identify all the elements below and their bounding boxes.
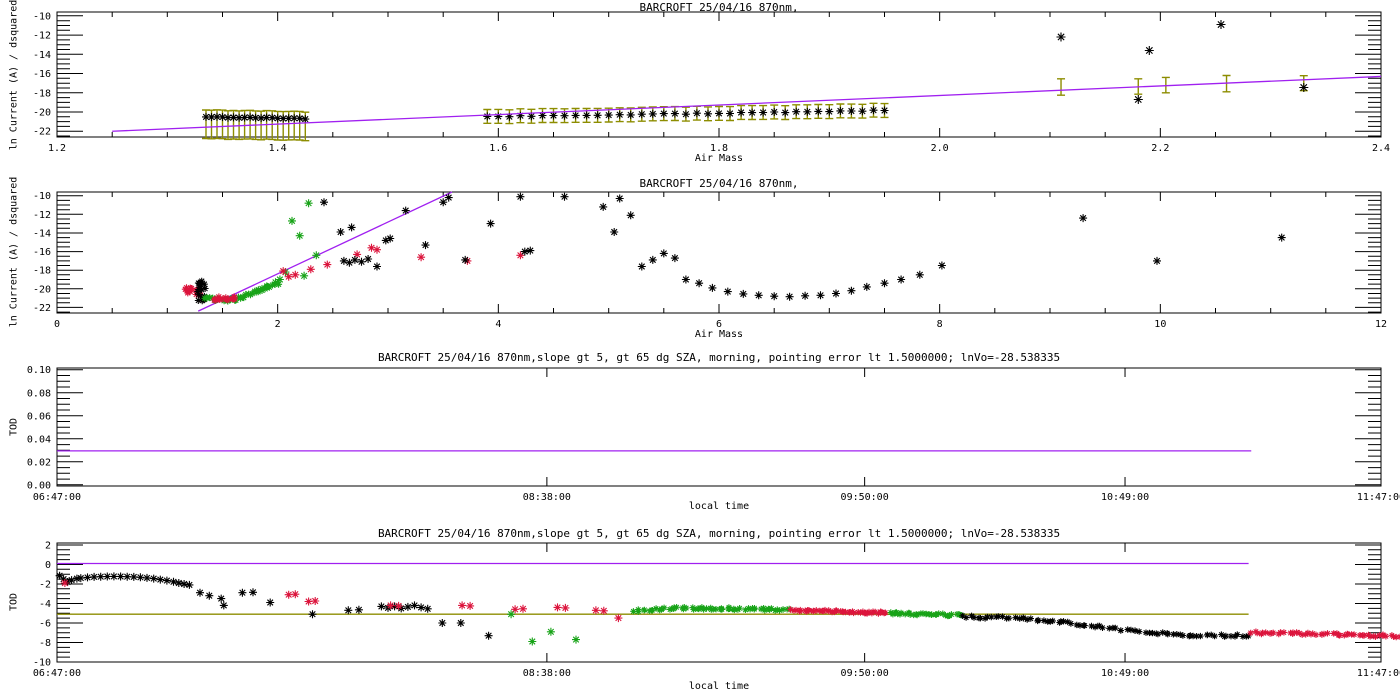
y-tick-label: 0.02 <box>27 457 51 468</box>
axis-ticks <box>56 192 1382 313</box>
x-tick-label: 6 <box>716 319 722 330</box>
y-tick-label: -8 <box>39 638 51 649</box>
green-tod-outliers <box>507 610 580 646</box>
x-tick-label: 1.6 <box>489 143 507 154</box>
x-tick-label: 09:50:00 <box>841 668 889 679</box>
panel4-xaxis-label: local time <box>688 681 750 692</box>
x-tick-label: 2.4 <box>1372 143 1390 154</box>
plot-frame <box>56 367 1382 487</box>
y-tick-label: 2 <box>45 540 51 551</box>
measured-cluster-low-airmass <box>202 112 310 124</box>
outlier-points <box>1056 20 1309 104</box>
axis-ticks <box>56 543 1382 663</box>
y-tick-label: -14 <box>33 228 51 239</box>
panel3-title: BARCROFT 25/04/16 870nm,slope gt 5, gt 6… <box>377 351 1061 364</box>
x-tick-label: 11:47:00 <box>1357 668 1400 679</box>
x-tick-label: 1.4 <box>269 143 287 154</box>
green-dense-band-1 <box>630 604 793 615</box>
x-tick-label: 06:47:00 <box>33 668 81 679</box>
y-tick-label: -12 <box>33 31 51 42</box>
x-tick-label: 0 <box>54 319 60 330</box>
x-tick-label: 1.2 <box>48 143 66 154</box>
axis-ticks <box>56 368 1382 486</box>
panel-1: 1.2 1.4 1.6 1.8 2.0 2.2 2.4 -10 -12 -14 -16 -18 -20 -… <box>33 11 1390 154</box>
y-tick-label: -16 <box>33 247 51 258</box>
red-tod-scatter <box>60 579 623 623</box>
panel-4: 06:47:00 08:38:00 09:50:00 10:49:00 11:47:00… <box>33 540 1400 679</box>
panel1-yaxis-label: ln Current (A) / dsquared <box>8 0 20 151</box>
y-tick-label: 0.00 <box>27 480 51 491</box>
panel4-yaxis-label: TOD <box>8 592 20 612</box>
x-tick-label: 10:49:00 <box>1101 492 1149 503</box>
langley-fit-line <box>197 191 453 312</box>
plot-frame <box>56 191 1382 314</box>
langley-fit-line <box>112 75 1382 132</box>
x-tick-label: 09:50:00 <box>841 492 889 503</box>
panel1-xaxis-label: Air Mass <box>694 153 744 164</box>
panel1-title: BARCROFT 25/04/16 870nm, <box>639 1 799 14</box>
x-tick-label: 2.2 <box>1151 143 1169 154</box>
red-cluster-2 <box>210 293 238 304</box>
axis-ticks <box>56 12 1382 137</box>
panel2-xaxis-label: Air Mass <box>694 329 744 340</box>
y-tick-label: -10 <box>33 191 51 202</box>
x-tick-label: 10:49:00 <box>1101 668 1149 679</box>
y-tick-label: -20 <box>33 284 51 295</box>
red-dense-band-1 <box>787 606 889 617</box>
y-tick-label: -10 <box>33 11 51 22</box>
measured-band-mid-airmass <box>483 106 889 121</box>
panel4-title: BARCROFT 25/04/16 870nm,slope gt 5, gt 6… <box>377 527 1061 540</box>
black-dense-band <box>959 612 1252 640</box>
y-tick-label: -14 <box>33 50 51 61</box>
panel2-yaxis-label: ln Current (A) / dsquared <box>8 176 20 328</box>
y-tick-label: 0.04 <box>27 434 51 445</box>
plot-frame <box>56 542 1382 663</box>
measured-cluster-low-airmass-error-bars <box>202 109 310 142</box>
y-tick-label: 0.06 <box>27 411 51 422</box>
y-tick-label: 0 <box>45 560 51 571</box>
y-tick-label: -22 <box>33 303 51 314</box>
panel3-xaxis-label: local time <box>688 501 750 512</box>
y-tick-label: 0.10 <box>27 365 51 376</box>
y-tick-label: -10 <box>33 658 51 669</box>
black-tod-scatter <box>55 571 493 640</box>
x-tick-label: 11:47:00 <box>1357 492 1400 503</box>
y-tick-label: -4 <box>39 599 51 610</box>
x-tick-label: 1.8 <box>710 143 728 154</box>
red-scatter <box>279 243 525 281</box>
y-tick-label: -2 <box>39 579 51 590</box>
x-tick-label: 2.0 <box>931 143 949 154</box>
y-tick-label: -22 <box>33 127 51 138</box>
green-dense-band-2 <box>887 609 965 620</box>
panel3-yaxis-label: TOD <box>8 417 20 437</box>
x-tick-label: 08:38:00 <box>523 668 571 679</box>
panel2-title: BARCROFT 25/04/16 870nm, <box>639 177 799 190</box>
red-dense-band-2 <box>1247 628 1400 641</box>
black-scatter <box>320 192 1286 301</box>
y-tick-label: -6 <box>39 618 51 629</box>
y-tick-label: -20 <box>33 108 51 119</box>
green-scatter <box>271 199 321 287</box>
x-tick-label: 10 <box>1154 319 1166 330</box>
y-tick-label: -16 <box>33 69 51 80</box>
x-tick-label: 2 <box>275 319 281 330</box>
x-tick-label: 06:47:00 <box>33 492 81 503</box>
x-tick-label: 8 <box>937 319 943 330</box>
y-tick-label: -18 <box>33 88 51 99</box>
x-tick-label: 08:38:00 <box>523 492 571 503</box>
panel-3: 06:47:00 08:38:00 09:50:00 10:49:00 11:47:0 0… <box>27 365 1400 503</box>
panel-2: 0 2 4 6 8 10 12 -10 -12 -14 -16 -18 -20 -22 <box>33 191 1387 330</box>
x-tick-label: 4 <box>495 319 501 330</box>
y-tick-label: 0.08 <box>27 388 51 399</box>
x-tick-label: 12 <box>1375 319 1387 330</box>
y-tick-label: -18 <box>33 266 51 277</box>
y-tick-label: -12 <box>33 210 51 221</box>
